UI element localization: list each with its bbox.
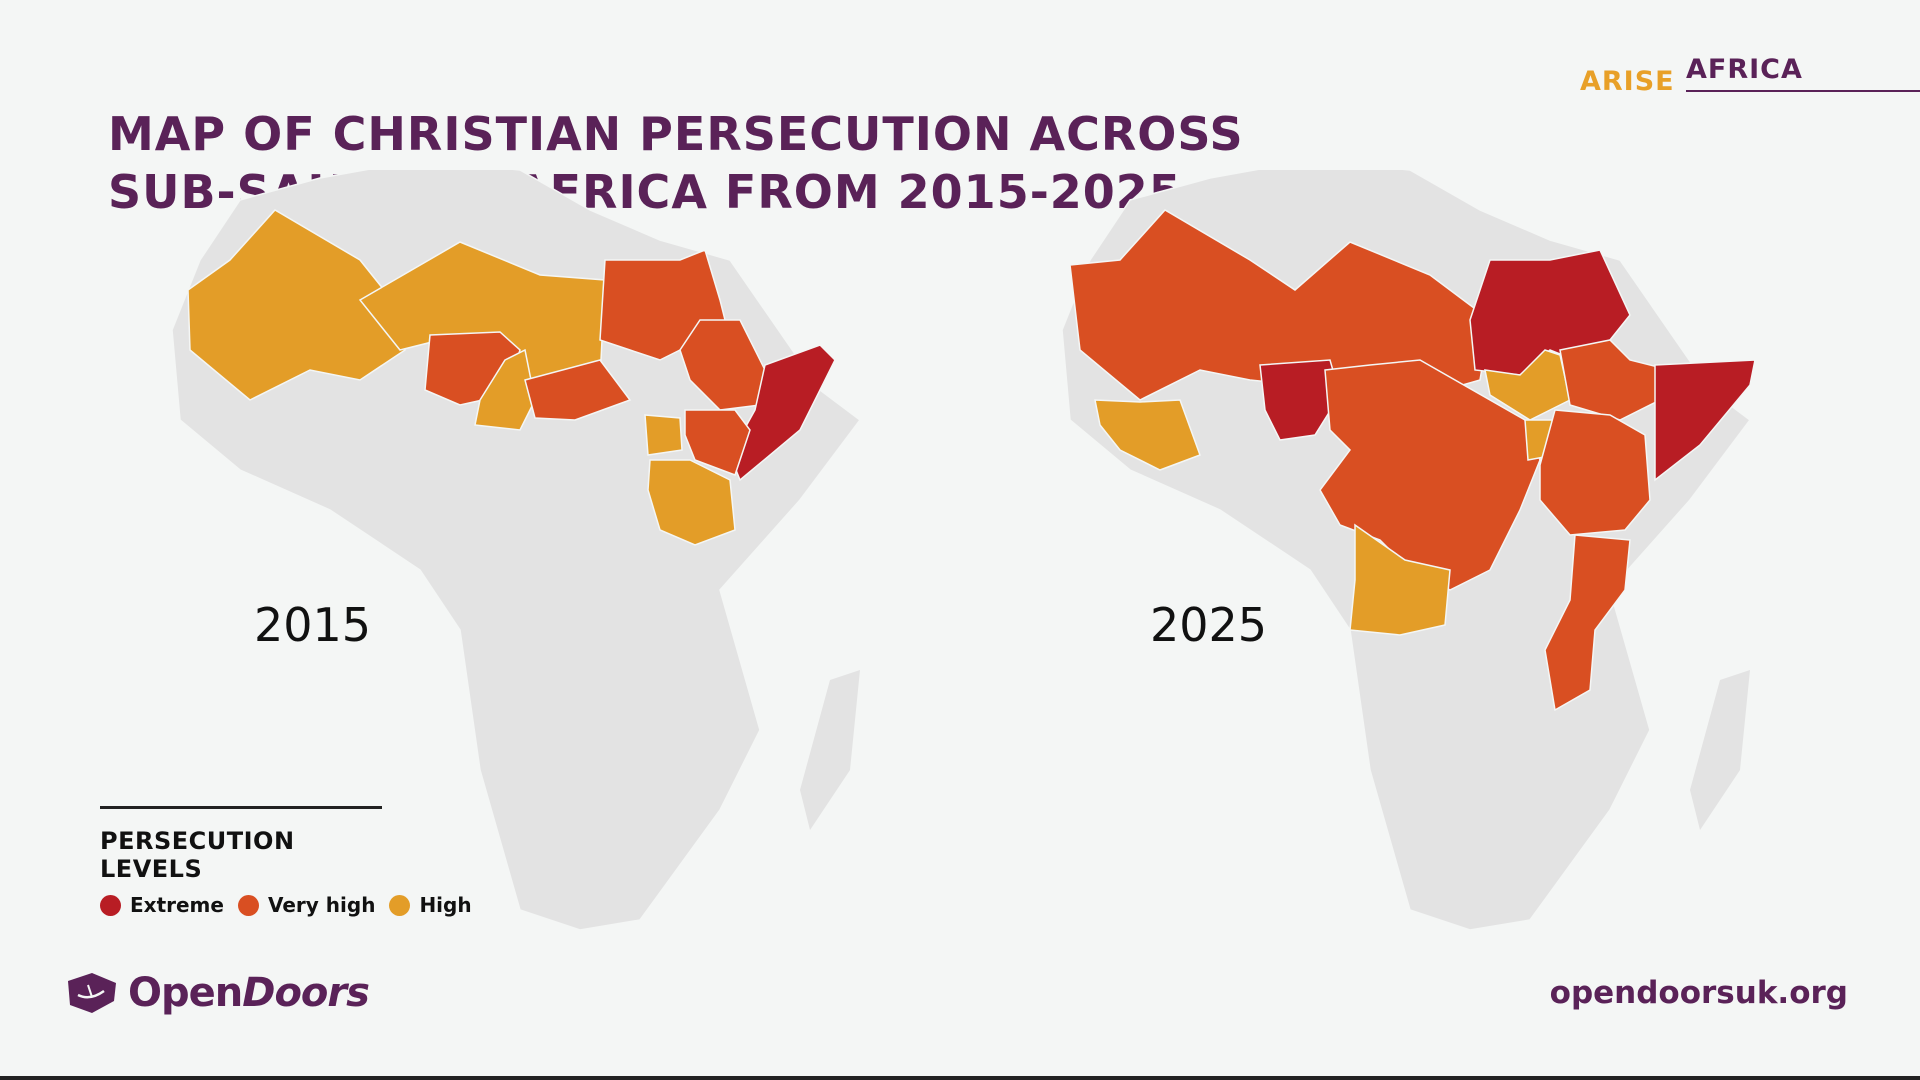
brand-arise: ARISE [1580, 66, 1675, 97]
legend-item-very-high: Very high [237, 893, 376, 917]
legend-dot-high [389, 894, 411, 916]
logo-wordmark: OpenDoors [128, 970, 370, 1016]
legend-dot-extreme [100, 894, 121, 916]
africa-map-2025 [1061, 170, 1756, 931]
region-cameroon [474, 348, 536, 431]
region-kenya [684, 409, 751, 476]
region-ethiopia [679, 319, 771, 411]
region-angola [1349, 523, 1451, 636]
open-doors-logo-icon [68, 973, 116, 1013]
madagascar [800, 670, 860, 830]
bottom-border [0, 1076, 1920, 1080]
region-east-africa [1539, 409, 1651, 536]
legend-item-high: High [389, 893, 472, 917]
legend-dot-very-high [237, 894, 259, 916]
brand-underline [1686, 90, 1920, 92]
region-uganda [644, 414, 683, 456]
region-west-coast [1094, 399, 1201, 471]
page-title: MAP OF CHRISTIAN PERSECUTION ACROSS SUB-… [108, 105, 1244, 221]
region-mozambique [1544, 534, 1631, 712]
legend-label-very-high: Very high [267, 893, 376, 917]
legend-title: PERSECUTION LEVELS [100, 827, 295, 883]
year-label-2015: 2015 [254, 598, 372, 652]
legend: PERSECUTION LEVELS Extreme Very high Hig… [100, 806, 472, 917]
legend-items: Extreme Very high High [100, 893, 472, 917]
arise-africa-brand: ARISE AFRICA [1580, 52, 1920, 97]
website-url[interactable]: opendoorsuk.org [1549, 975, 1848, 1011]
logo-open: Open [128, 970, 243, 1016]
region-west-sahel [1069, 209, 1491, 401]
madagascar [1690, 670, 1750, 830]
region-west-sahel [187, 209, 406, 401]
region-central-africa [1319, 359, 1541, 591]
region-somalia [1654, 359, 1756, 482]
year-label-2025: 2025 [1150, 598, 1268, 652]
legend-rule [100, 806, 382, 809]
region-somalia [729, 344, 836, 482]
brand-africa: AFRICA [1686, 54, 1803, 85]
logo-doors: Doors [242, 970, 370, 1016]
legend-label-high: High [419, 893, 472, 917]
region-tanzania [647, 459, 736, 546]
africa-map-2015 [171, 170, 862, 931]
region-nigeria [1259, 359, 1341, 441]
legend-label-extreme: Extreme [130, 893, 224, 917]
title-line-1: MAP OF CHRISTIAN PERSECUTION ACROSS [108, 107, 1244, 161]
open-doors-logo: OpenDoors [62, 970, 370, 1016]
legend-item-extreme: Extreme [100, 893, 224, 917]
region-car [524, 359, 632, 421]
